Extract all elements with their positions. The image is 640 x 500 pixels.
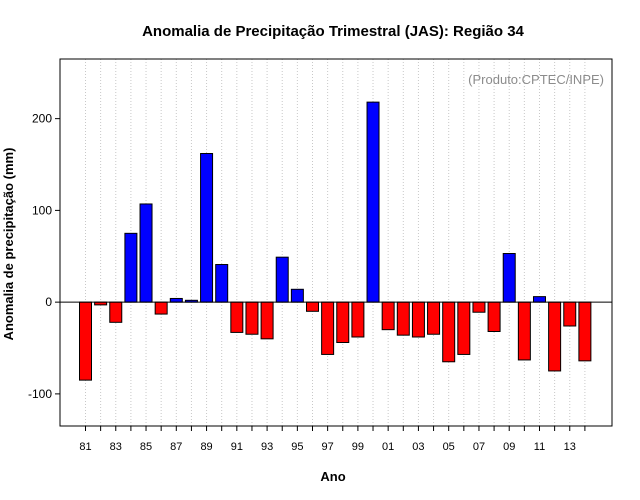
bar-04 — [427, 301, 441, 335]
bar-84 — [124, 232, 138, 303]
bar-03 — [411, 301, 425, 338]
y-tick-label: 0 — [45, 295, 52, 309]
bar-95 — [290, 288, 304, 303]
y-axis-label: Anomalia de precipitação (mm) — [1, 148, 16, 341]
x-tick-label: 81 — [79, 441, 91, 453]
bar-10 — [517, 301, 531, 361]
bar-99 — [351, 301, 365, 338]
bar-85 — [139, 203, 153, 303]
x-tick-label: 05 — [443, 441, 455, 453]
bar-09 — [502, 253, 516, 303]
x-tick-label: 99 — [352, 441, 364, 453]
x-tick-label: 95 — [291, 441, 303, 453]
plot-frame — [59, 58, 613, 427]
x-tick-label: 03 — [412, 441, 424, 453]
x-tick-label: 97 — [322, 441, 334, 453]
grid-lines — [85, 59, 586, 426]
chart-title: Anomalia de Precipitação Trimestral (JAS… — [142, 23, 524, 40]
x-tick-label: 11 — [534, 441, 545, 453]
bar-06 — [457, 301, 471, 355]
x-tick-label: 91 — [231, 441, 243, 453]
bar-86 — [154, 301, 168, 315]
x-axis-label: Ano — [320, 469, 345, 484]
y-axis: -100 0 100 200 — [28, 112, 60, 401]
y-tick-label: 100 — [32, 203, 52, 217]
x-tick-label: 85 — [140, 441, 152, 453]
x-tick-label: 07 — [473, 441, 485, 453]
bar-96 — [305, 301, 319, 312]
source-annotation: (Produto:CPTEC/INPE) — [468, 72, 604, 87]
bars — [79, 101, 592, 381]
bar-91 — [230, 301, 244, 333]
bar-01 — [381, 301, 395, 331]
x-tick-label: 89 — [200, 441, 212, 453]
bar-13 — [563, 301, 577, 327]
y-tick-label: 200 — [32, 112, 52, 126]
bar-93 — [260, 301, 274, 340]
bar-94 — [275, 256, 289, 303]
bar-89 — [200, 153, 214, 303]
bar-12 — [548, 301, 562, 372]
bar-11 — [532, 296, 546, 303]
bar-00 — [366, 101, 380, 303]
y-tick-label: -100 — [28, 387, 52, 401]
bar-08 — [487, 301, 501, 332]
bar-87 — [169, 297, 183, 303]
bar-14 — [578, 301, 592, 362]
bar-83 — [109, 301, 123, 323]
x-tick-label: 01 — [382, 441, 394, 453]
bar-81 — [79, 301, 92, 381]
x-tick-label: 87 — [170, 441, 182, 453]
x-tick-label: 09 — [503, 441, 515, 453]
bar-92 — [245, 301, 259, 335]
x-tick-label: 83 — [110, 441, 122, 453]
bar-90 — [215, 264, 229, 303]
bar-98 — [336, 301, 350, 344]
bar-05 — [442, 301, 456, 363]
x-axis: 81 83 85 87 89 91 93 95 97 99 01 03 05 07 09 11 13 — [79, 426, 586, 453]
bar-02 — [396, 301, 410, 336]
x-tick-label: 93 — [261, 441, 273, 453]
bar-97 — [321, 301, 335, 355]
bar-07 — [472, 301, 486, 313]
x-tick-label: 13 — [564, 441, 576, 453]
